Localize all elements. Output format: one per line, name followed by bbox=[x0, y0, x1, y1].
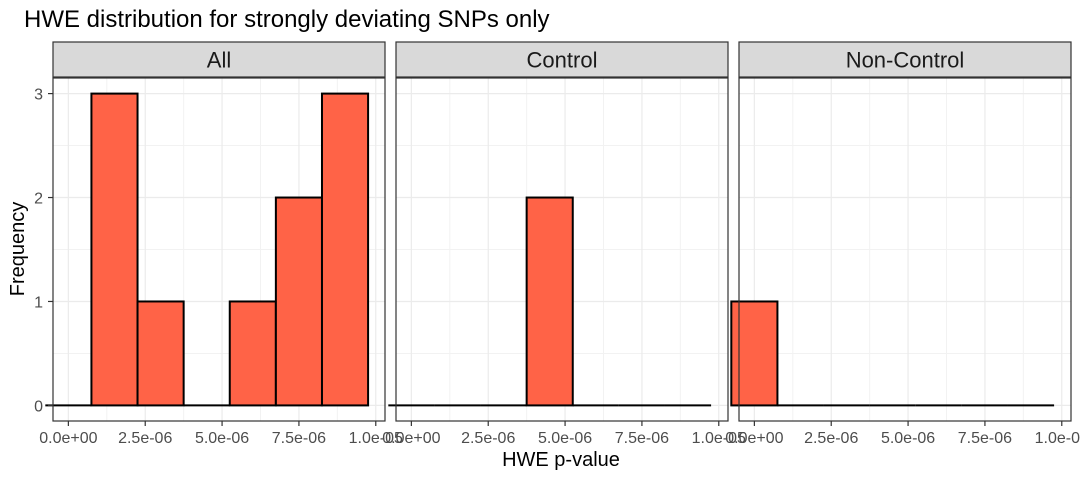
x-tick-label: 0.0e+00 bbox=[382, 430, 440, 447]
x-tick-label: 0.0e+00 bbox=[39, 430, 97, 447]
x-tick-label: 2.5e-06 bbox=[461, 430, 515, 447]
histogram-bar bbox=[320, 92, 370, 407]
histogram-bar bbox=[228, 300, 277, 407]
y-axis-label: Frequency bbox=[7, 202, 29, 297]
y-tick-label: 0 bbox=[34, 398, 43, 415]
x-tick-label: 5.0e-06 bbox=[195, 430, 249, 447]
facet-strip-label: Control bbox=[527, 48, 598, 73]
histogram-bar bbox=[274, 196, 323, 407]
x-tick-label: 1.0e-05 bbox=[1035, 430, 1080, 447]
x-tick-label: 1.0e-05 bbox=[692, 430, 746, 447]
histogram-bar bbox=[136, 300, 185, 407]
chart-title: HWE distribution for strongly deviating … bbox=[24, 6, 550, 33]
x-axis-label: HWE p-value bbox=[502, 449, 620, 471]
facets-layer: All 0.0e+00 2.5e-06 5.0e-06 7.5e-06 1.0e-05 0 1… bbox=[34, 41, 1080, 447]
facet-strip-label: Non-Control bbox=[846, 48, 965, 73]
facet-strip bbox=[395, 41, 729, 78]
x-tick-label: 2.5e-06 bbox=[118, 430, 172, 447]
histogram-bar bbox=[730, 300, 779, 407]
histogram-bar bbox=[90, 92, 139, 407]
y-tick-label: 1 bbox=[34, 294, 43, 311]
facet-panel-2: Non-Control 0.0e+00 2.5e-06 5.0e-06 7.5e-06 1… bbox=[725, 41, 1080, 447]
x-tick-label: 7.5e-06 bbox=[958, 430, 1012, 447]
panel-border bbox=[395, 77, 729, 422]
x-tick-label: 0.0e+00 bbox=[725, 430, 783, 447]
x-tick-label: 5.0e-06 bbox=[881, 430, 935, 447]
facet-strip bbox=[738, 41, 1072, 78]
facet-panel-0: All 0.0e+00 2.5e-06 5.0e-06 7.5e-06 1.0e-05 0 1… bbox=[34, 41, 403, 447]
facet-panel-1: Control 0.0e+00 2.5e-06 5.0e-06 7.5e-06 1.0e-… bbox=[382, 41, 746, 447]
x-tick-label: 1.0e-05 bbox=[349, 430, 403, 447]
x-tick-label: 7.5e-06 bbox=[615, 430, 669, 447]
x-tick-label: 5.0e-06 bbox=[538, 430, 592, 447]
histogram-bar bbox=[525, 196, 574, 407]
y-tick-label: 3 bbox=[34, 87, 43, 104]
x-tick-label: 2.5e-06 bbox=[804, 430, 858, 447]
facet-strip-label: All bbox=[207, 48, 231, 73]
panel-border bbox=[52, 77, 386, 422]
facet-strip bbox=[52, 41, 386, 78]
panel-border bbox=[738, 77, 1072, 422]
y-tick-label: 2 bbox=[34, 191, 43, 208]
x-tick-label: 7.5e-06 bbox=[272, 430, 326, 447]
